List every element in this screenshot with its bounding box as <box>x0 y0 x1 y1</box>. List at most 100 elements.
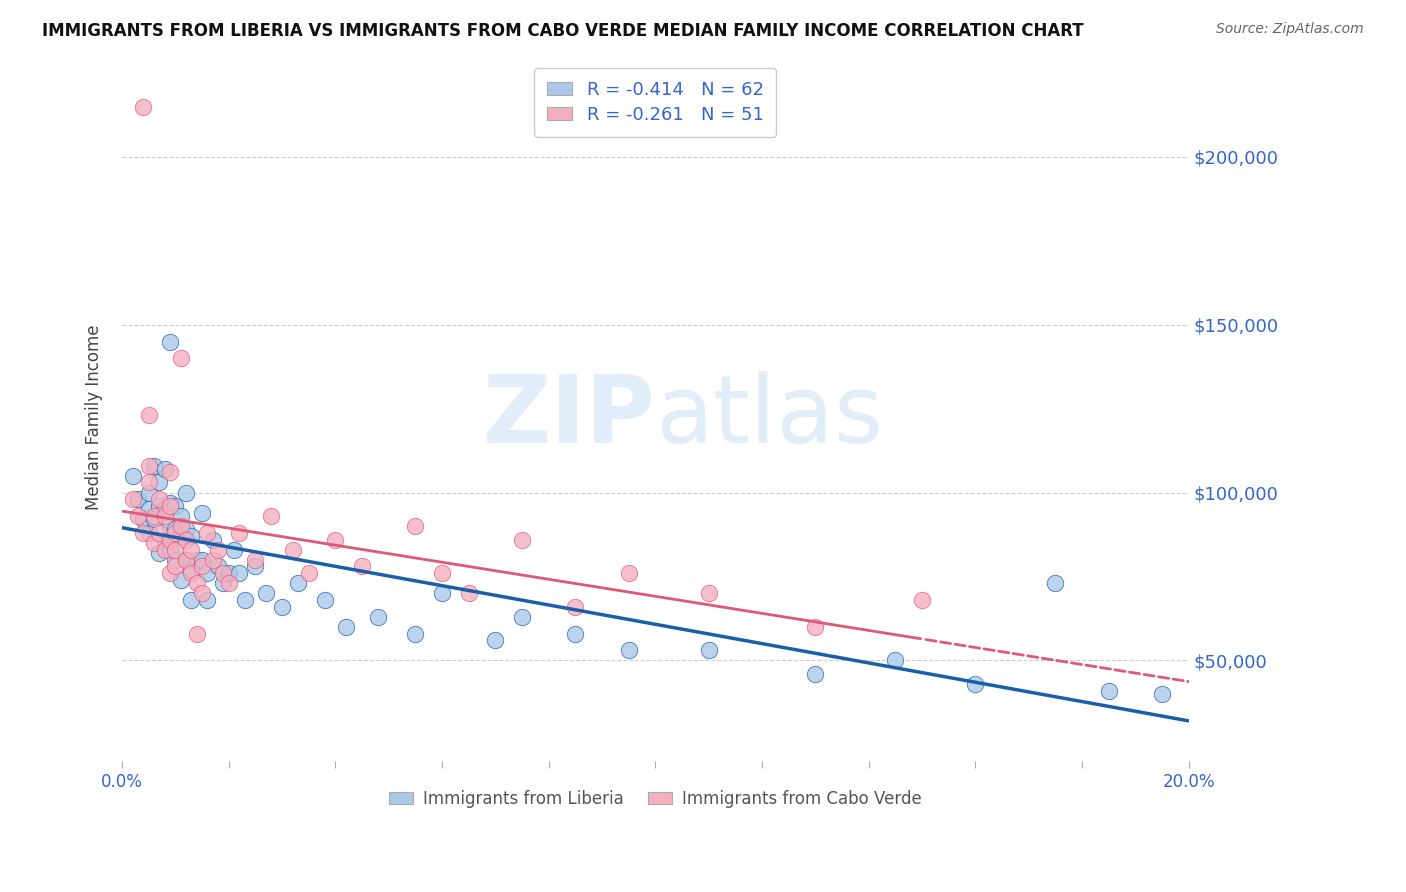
Point <box>804 620 827 634</box>
Text: Source: ZipAtlas.com: Source: ZipAtlas.com <box>1216 22 1364 37</box>
Point <box>617 566 640 580</box>
Point <box>138 458 160 473</box>
Point <box>965 677 987 691</box>
Legend: Immigrants from Liberia, Immigrants from Cabo Verde: Immigrants from Liberia, Immigrants from… <box>382 783 928 814</box>
Point <box>127 509 149 524</box>
Point <box>153 462 176 476</box>
Point <box>212 576 235 591</box>
Point <box>180 529 202 543</box>
Point <box>228 566 250 580</box>
Point <box>170 573 193 587</box>
Point <box>201 533 224 547</box>
Point <box>170 529 193 543</box>
Point <box>245 559 267 574</box>
Point <box>484 633 506 648</box>
Point <box>212 566 235 580</box>
Point <box>174 485 197 500</box>
Point <box>165 523 187 537</box>
Point <box>180 563 202 577</box>
Point <box>170 351 193 366</box>
Y-axis label: Median Family Income: Median Family Income <box>86 325 103 510</box>
Point <box>298 566 321 580</box>
Point <box>132 525 155 540</box>
Point <box>180 593 202 607</box>
Point <box>804 666 827 681</box>
Point <box>138 525 160 540</box>
Text: ZIP: ZIP <box>482 371 655 463</box>
Point <box>228 525 250 540</box>
Point <box>207 542 229 557</box>
Point <box>148 492 170 507</box>
Point <box>884 653 907 667</box>
Point <box>180 542 202 557</box>
Point <box>404 626 426 640</box>
Point <box>1045 576 1067 591</box>
Point <box>218 576 240 591</box>
Point <box>564 626 586 640</box>
Point <box>138 409 160 423</box>
Point <box>186 576 208 591</box>
Point <box>121 492 143 507</box>
Point <box>191 586 214 600</box>
Point <box>186 552 208 566</box>
Point <box>186 626 208 640</box>
Point <box>281 542 304 557</box>
Point <box>325 533 347 547</box>
Point <box>404 519 426 533</box>
Point <box>457 586 479 600</box>
Point <box>170 509 193 524</box>
Point <box>159 495 181 509</box>
Point <box>287 576 309 591</box>
Point <box>191 552 214 566</box>
Point <box>132 99 155 113</box>
Point <box>1097 683 1119 698</box>
Point <box>165 542 187 557</box>
Point <box>174 552 197 566</box>
Point <box>617 643 640 657</box>
Point <box>143 512 166 526</box>
Point <box>159 519 181 533</box>
Point <box>165 552 187 566</box>
Point <box>148 499 170 513</box>
Point <box>195 525 218 540</box>
Point <box>165 559 187 574</box>
Point <box>165 525 187 540</box>
Point <box>174 552 197 566</box>
Point <box>159 533 181 547</box>
Point <box>153 502 176 516</box>
Point <box>138 485 160 500</box>
Point <box>350 559 373 574</box>
Point <box>510 533 533 547</box>
Point <box>195 593 218 607</box>
Point <box>159 334 181 349</box>
Point <box>201 552 224 566</box>
Point <box>245 552 267 566</box>
Point <box>174 523 197 537</box>
Point <box>174 533 197 547</box>
Point <box>191 559 214 574</box>
Point <box>143 536 166 550</box>
Point <box>191 506 214 520</box>
Point <box>121 468 143 483</box>
Point <box>148 475 170 490</box>
Point <box>222 542 245 557</box>
Point <box>195 566 218 580</box>
Point <box>218 566 240 580</box>
Point <box>271 599 294 614</box>
Text: IMMIGRANTS FROM LIBERIA VS IMMIGRANTS FROM CABO VERDE MEDIAN FAMILY INCOME CORRE: IMMIGRANTS FROM LIBERIA VS IMMIGRANTS FR… <box>42 22 1084 40</box>
Point <box>697 586 720 600</box>
Point <box>564 599 586 614</box>
Text: atlas: atlas <box>655 371 883 463</box>
Point <box>430 566 453 580</box>
Point <box>127 492 149 507</box>
Point <box>159 542 181 557</box>
Point <box>138 475 160 490</box>
Point <box>314 593 336 607</box>
Point <box>159 566 181 580</box>
Point <box>207 559 229 574</box>
Point <box>153 533 176 547</box>
Point <box>367 609 389 624</box>
Point <box>148 525 170 540</box>
Point <box>430 586 453 600</box>
Point <box>148 546 170 560</box>
